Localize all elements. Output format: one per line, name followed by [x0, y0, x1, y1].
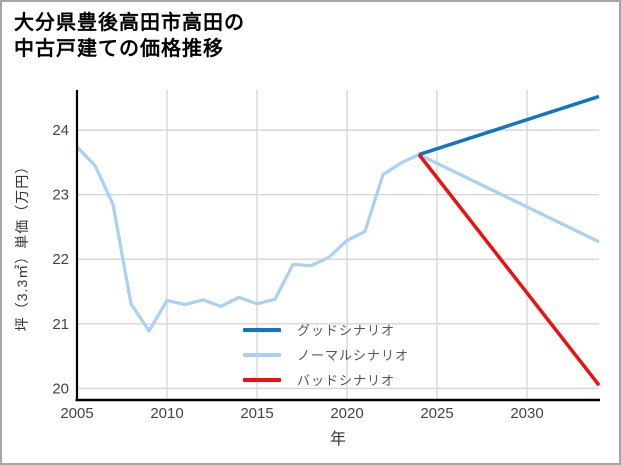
- y-tick-label-24: 24: [52, 122, 69, 139]
- x-tick-label-2005: 2005: [60, 405, 93, 422]
- series-line-1: [75, 145, 600, 333]
- y-tick-label-22: 22: [52, 251, 69, 268]
- y-tick-label-23: 23: [52, 187, 69, 204]
- x-tick-label-2015: 2015: [240, 405, 273, 422]
- y-tick-label-21: 21: [52, 316, 69, 333]
- gridlines: [76, 90, 599, 400]
- tick-labels: 2005 2010 2015 2020 2025 2030 20 21 22 23 24: [52, 122, 543, 422]
- chart-title: 大分県豊後高田市高田の 中古戸建ての価格推移: [14, 10, 245, 62]
- good-scenario-legend-label: グッドシナリオ: [297, 323, 396, 338]
- x-tick-label-2020: 2020: [330, 405, 363, 422]
- normal-scenario-legend-label: ノーマルシナリオ: [297, 348, 410, 363]
- x-tick-label-2025: 2025: [420, 405, 453, 422]
- x-axis-label: 年: [329, 431, 346, 448]
- legend-item-good-scenario: グッドシナリオ: [243, 317, 409, 342]
- y-tick-label-20: 20: [52, 380, 69, 397]
- x-tick-label-2030: 2030: [510, 405, 543, 422]
- series-lines: [75, 94, 601, 387]
- legend-item-normal-scenario: ノーマルシナリオ: [243, 342, 409, 367]
- axes-spines: [75, 90, 600, 402]
- good-scenario-line-swatch: [243, 327, 281, 332]
- normal-scenario-line-swatch: [243, 352, 281, 357]
- chart-title-line-1: 大分県豊後高田市高田の: [14, 12, 245, 34]
- legend: グッドシナリオ ノーマルシナリオ バッドシナリオ: [243, 317, 409, 392]
- y-axis-label: 坪（3.3㎡）単価（万円）: [14, 158, 30, 332]
- legend-item-bad-scenario: バッドシナリオ: [243, 367, 409, 392]
- bad-scenario-legend-label: バッドシナリオ: [297, 373, 396, 388]
- series-line-0: [418, 94, 600, 157]
- bad-scenario-line-swatch: [243, 377, 281, 382]
- chart-title-line-2: 中古戸建ての価格推移: [14, 38, 224, 60]
- series-line-2: [417, 153, 601, 387]
- x-tick-label-2010: 2010: [150, 405, 183, 422]
